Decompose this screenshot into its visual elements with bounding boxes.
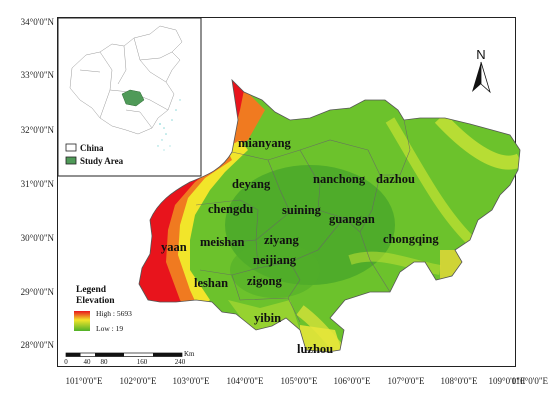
city-label-chengdu: chengdu (208, 202, 253, 216)
inset-legend-study-label: Study Area (80, 156, 124, 166)
lon-ticks: 101°0'0"E 102°0'0"E 103°0'0"E 104°0'0"E … (66, 376, 526, 386)
scale-tick-label: 40 (84, 358, 92, 366)
north-label: N (476, 47, 485, 62)
lon-tick-label: 107°0'0"E (388, 376, 425, 386)
city-label-chongqing: chongqing (383, 232, 439, 246)
scale-unit-label: Km (184, 350, 195, 358)
city-label-meishan: meishan (200, 235, 245, 249)
city-label-guangan: guangan (329, 212, 375, 226)
legend-low-label: Low : 19 (96, 324, 123, 333)
lat-tick-label: 28°0'0"N (21, 340, 55, 350)
lon-tick-label: 110°0'0"E (511, 376, 548, 386)
legend-title: Legend (76, 285, 107, 295)
lon-tick-label: 102°0'0"E (120, 376, 157, 386)
city-label-neijiang: neijiang (253, 253, 297, 267)
north-arrow: N (472, 47, 491, 94)
lon-tick-label: 109°0'0"E (489, 376, 526, 386)
scale-tick-label: 80 (101, 358, 109, 366)
city-label-dazhou: dazhou (376, 172, 415, 186)
lon-tick-label: 106°0'0"E (334, 376, 371, 386)
city-label-leshan: leshan (194, 276, 228, 290)
city-label-yaan: yaan (161, 240, 187, 254)
legend-high-label: High : 5693 (96, 309, 132, 318)
city-label-yibin: yibin (254, 311, 281, 325)
city-label-mianyang: mianyang (238, 136, 292, 150)
inset-legend-study-swatch (65, 156, 77, 165)
legend-color-ramp (74, 311, 90, 331)
lat-ticks: 34°0'0"N 33°0'0"N 32°0'0"N 31°0'0"N 30°0… (21, 17, 55, 350)
elevation-legend: Legend Elevation High : 5693 Low : 19 (74, 285, 132, 333)
lat-tick-label: 29°0'0"N (21, 287, 55, 297)
city-labels: mianyang deyang nanchong dazhou chengdu … (161, 136, 439, 356)
inset-study-area (121, 89, 145, 107)
city-label-luzhou: luzhou (297, 342, 333, 356)
inset-legend-china-swatch (65, 143, 77, 152)
inset-legend-china-label: China (80, 143, 104, 153)
lat-tick-label: 32°0'0"N (21, 125, 55, 135)
city-label-zigong: zigong (247, 274, 282, 288)
city-label-deyang: deyang (232, 177, 271, 191)
lon-tick-label: 108°0'0"E (441, 376, 478, 386)
inset-map: China Study Area (57, 17, 202, 177)
lon-tick-label: 105°0'0"E (281, 376, 318, 386)
scale-tick-label: 240 (175, 358, 186, 366)
city-label-suining: suining (282, 203, 322, 217)
legend-subtitle: Elevation (76, 296, 115, 306)
lon-tick-label: 104°0'0"E (227, 376, 264, 386)
scale-tick-label: 0 (64, 358, 68, 366)
lon-tick-label: 103°0'0"E (173, 376, 210, 386)
lat-tick-label: 30°0'0"N (21, 233, 55, 243)
lat-tick-label: 34°0'0"N (21, 17, 55, 27)
city-label-ziyang: ziyang (264, 233, 299, 247)
scale-bar: 0 40 80 160 240 Km (64, 350, 195, 366)
lat-tick-label: 31°0'0"N (21, 179, 55, 189)
lat-tick-label: 33°0'0"N (21, 70, 55, 80)
lon-tick-label: 101°0'0"E (66, 376, 103, 386)
scale-tick-label: 160 (137, 358, 148, 366)
city-label-nanchong: nanchong (313, 172, 366, 186)
